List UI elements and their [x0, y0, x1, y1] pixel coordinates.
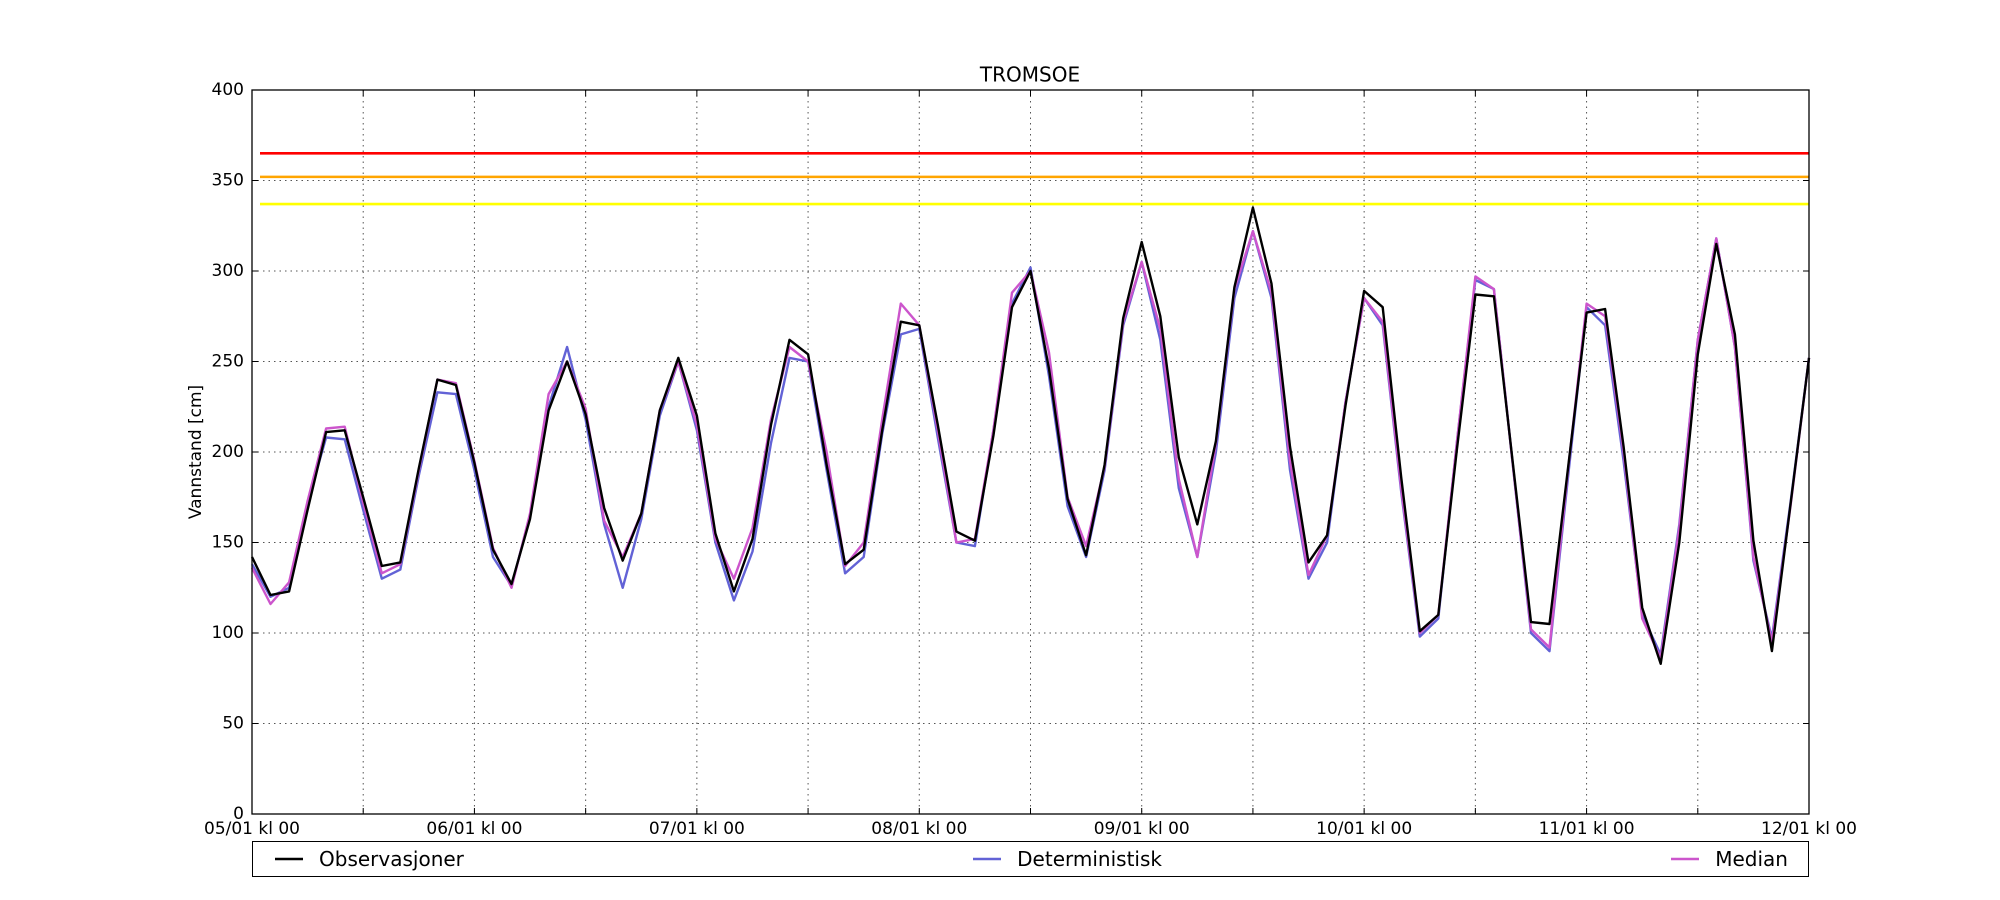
legend-entry: Deterministisk — [971, 847, 1162, 871]
plot-frame — [251, 89, 1810, 815]
y-tick-label: 300 — [212, 261, 244, 281]
x-tick-label: 12/01 kl 00 — [1761, 819, 1857, 839]
legend-swatch — [275, 857, 303, 861]
y-tick-label: 350 — [212, 171, 244, 191]
x-tick-label: 05/01 kl 00 — [204, 819, 300, 839]
y-tick-label: 200 — [212, 442, 244, 462]
legend-entry: Observasjoner — [273, 847, 464, 871]
x-tick-label: 06/01 kl 00 — [426, 819, 522, 839]
legend-label: Observasjoner — [319, 847, 464, 871]
x-tick-label: 07/01 kl 00 — [649, 819, 745, 839]
legend: Observasjoner Deterministisk Median — [252, 841, 1809, 877]
y-tick-label: 50 — [222, 714, 244, 734]
x-tick-label: 08/01 kl 00 — [871, 819, 967, 839]
y-tick-label: 150 — [212, 533, 244, 553]
y-tick-label: 400 — [212, 80, 244, 100]
y-tick-label: 250 — [212, 352, 244, 372]
y-tick-label: 100 — [212, 623, 244, 643]
legend-swatch — [1671, 857, 1700, 861]
x-tick-label: 11/01 kl 00 — [1539, 819, 1635, 839]
y-tick-label: 0 — [233, 804, 244, 824]
series-line — [250, 206, 1811, 665]
x-tick-label: 09/01 kl 00 — [1094, 819, 1190, 839]
chart-title: TROMSOE — [979, 63, 1080, 87]
legend-swatch — [973, 857, 1002, 861]
x-tick-label: 10/01 kl 00 — [1316, 819, 1412, 839]
series-line — [250, 230, 1811, 660]
legend-label: Deterministisk — [1017, 847, 1162, 871]
legend-entry: Median — [1669, 847, 1788, 871]
y-axis-label: Vannstand [cm] — [186, 385, 206, 519]
legend-label: Median — [1715, 847, 1788, 871]
